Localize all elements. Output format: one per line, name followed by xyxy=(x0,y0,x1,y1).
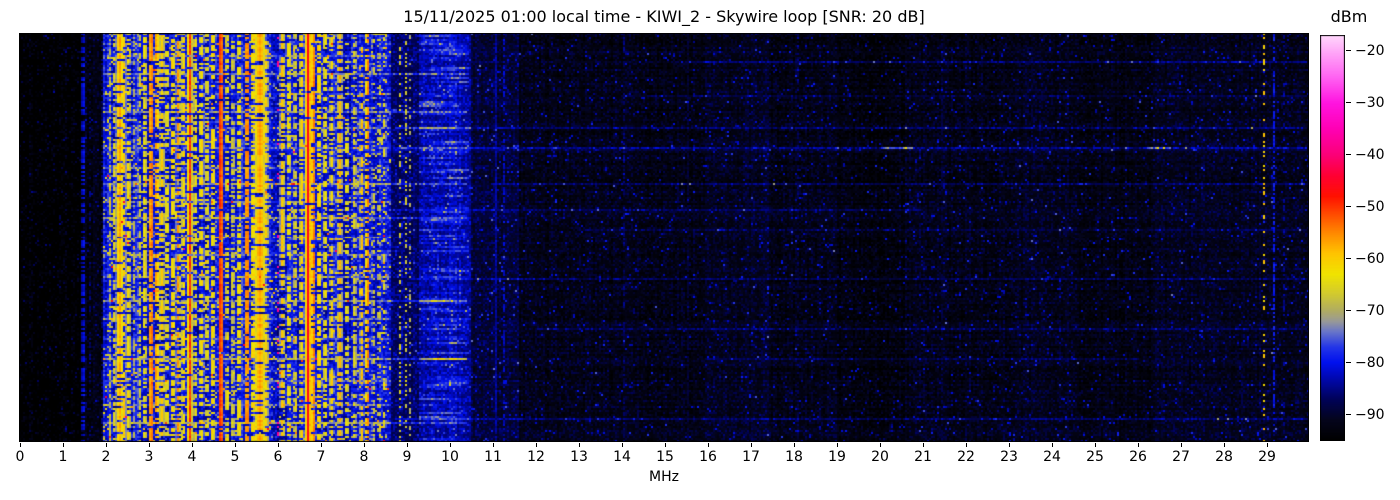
x-tick-label: 27 xyxy=(1172,449,1190,465)
x-tick-label: 19 xyxy=(828,449,846,465)
x-tick-label: 8 xyxy=(359,449,369,465)
x-tick xyxy=(149,443,150,447)
x-tick-label: 17 xyxy=(742,449,760,465)
x-tick xyxy=(1052,443,1053,447)
x-tick-label: 21 xyxy=(914,449,932,465)
x-tick xyxy=(493,443,494,447)
x-tick xyxy=(665,443,666,447)
colorbar-tick xyxy=(1346,154,1351,156)
colorbar-tick-label: −60 xyxy=(1355,250,1385,267)
x-tick-label: 25 xyxy=(1086,449,1104,465)
x-tick-label: 29 xyxy=(1258,449,1276,465)
x-tick-label: 18 xyxy=(785,449,803,465)
x-tick-label: 10 xyxy=(441,449,459,465)
x-tick xyxy=(579,443,580,447)
x-tick xyxy=(1138,443,1139,447)
x-tick xyxy=(407,443,408,447)
x-tick-label: 16 xyxy=(699,449,717,465)
x-tick-label: 11 xyxy=(484,449,502,465)
x-tick-label: 4 xyxy=(187,449,197,465)
x-axis-label: MHz xyxy=(649,469,679,485)
x-tick xyxy=(63,443,64,447)
x-tick-label: 12 xyxy=(527,449,545,465)
colorbar-tick xyxy=(1346,102,1351,104)
x-tick-label: 5 xyxy=(230,449,240,465)
x-tick-label: 6 xyxy=(273,449,283,465)
x-tick xyxy=(1267,443,1268,447)
x-tick-label: 7 xyxy=(316,449,326,465)
x-tick-label: 0 xyxy=(15,449,25,465)
colorbar-canvas xyxy=(1320,35,1345,441)
colorbar-tick xyxy=(1346,310,1351,312)
colorbar-tick xyxy=(1346,258,1351,260)
x-tick xyxy=(20,443,21,447)
x-tick-label: 2 xyxy=(101,449,111,465)
x-tick-label: 23 xyxy=(1000,449,1018,465)
x-tick-label: 3 xyxy=(144,449,154,465)
x-tick xyxy=(837,443,838,447)
colorbar-tick-label: −80 xyxy=(1355,354,1385,371)
waterfall-canvas xyxy=(19,33,1309,442)
x-tick xyxy=(278,443,279,447)
x-tick xyxy=(235,443,236,447)
x-tick xyxy=(1095,443,1096,447)
x-tick xyxy=(751,443,752,447)
x-tick-label: 26 xyxy=(1129,449,1147,465)
colorbar-tick-label: −40 xyxy=(1355,146,1385,163)
x-tick xyxy=(106,443,107,447)
colorbar-tick-label: −90 xyxy=(1355,406,1385,423)
colorbar-tick-label: −50 xyxy=(1355,198,1385,215)
x-tick xyxy=(622,443,623,447)
x-tick xyxy=(923,443,924,447)
x-tick xyxy=(1181,443,1182,447)
x-tick-label: 9 xyxy=(402,449,412,465)
colorbar-unit-label: dBm xyxy=(1330,7,1368,26)
colorbar-tick-label: −70 xyxy=(1355,302,1385,319)
colorbar-tick xyxy=(1346,362,1351,364)
x-tick xyxy=(794,443,795,447)
x-tick xyxy=(364,443,365,447)
x-tick xyxy=(880,443,881,447)
x-tick-label: 22 xyxy=(957,449,975,465)
plot-title: 15/11/2025 01:00 local time - KIWI_2 - S… xyxy=(403,7,925,26)
x-tick-label: 15 xyxy=(656,449,674,465)
x-tick-label: 24 xyxy=(1043,449,1061,465)
x-tick xyxy=(1224,443,1225,447)
x-tick-label: 1 xyxy=(58,449,68,465)
x-tick xyxy=(192,443,193,447)
colorbar-tick xyxy=(1346,206,1351,208)
x-tick-label: 28 xyxy=(1215,449,1233,465)
x-tick xyxy=(708,443,709,447)
x-tick-label: 13 xyxy=(570,449,588,465)
x-tick-label: 20 xyxy=(871,449,889,465)
x-tick xyxy=(536,443,537,447)
x-tick xyxy=(966,443,967,447)
colorbar-tick-label: −30 xyxy=(1355,94,1385,111)
colorbar-tick xyxy=(1346,50,1351,52)
x-tick-label: 14 xyxy=(613,449,631,465)
x-tick xyxy=(1009,443,1010,447)
x-tick xyxy=(450,443,451,447)
x-tick xyxy=(321,443,322,447)
colorbar-tick xyxy=(1346,414,1351,416)
colorbar-tick-label: −20 xyxy=(1355,42,1385,59)
